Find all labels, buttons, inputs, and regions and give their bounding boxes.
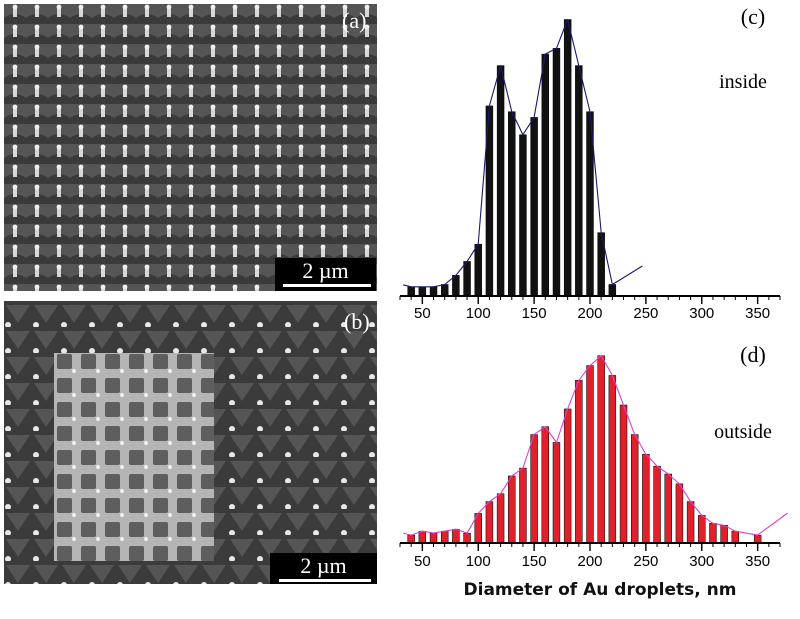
scale-bar-b: 2 µm <box>270 553 377 584</box>
bar-c <box>474 243 482 297</box>
tick-label-d: 250 <box>633 553 658 570</box>
bar-d <box>653 465 661 544</box>
bar-d <box>675 483 684 544</box>
bar-d <box>485 501 494 544</box>
x-axis-title: Diameter of Au droplets, nm <box>463 580 737 600</box>
bar-d <box>642 454 650 544</box>
bar-d <box>597 355 605 544</box>
panel-label-c: (c) <box>741 4 765 29</box>
bar-d <box>720 525 728 544</box>
tick-label-d: 200 <box>577 553 602 570</box>
bar-d <box>630 434 639 544</box>
bar-c <box>429 286 438 297</box>
patterned-region <box>54 353 214 561</box>
bar-d <box>753 534 762 544</box>
bar-d <box>508 475 516 544</box>
sem-texture-b <box>4 301 377 584</box>
tick-label-c: 350 <box>745 305 770 322</box>
bar-d <box>664 473 672 544</box>
bar-c <box>407 286 415 297</box>
bar-c <box>552 48 561 297</box>
tick-label-d: 350 <box>745 553 770 570</box>
bar-c <box>452 275 460 297</box>
tick-label-d: 150 <box>522 553 547 570</box>
bar-d <box>575 380 583 544</box>
panel-label-a: (a) <box>342 8 367 33</box>
bar-d <box>541 426 550 544</box>
sem-texture-a <box>4 4 377 291</box>
bar-d <box>608 375 617 544</box>
tick-label-d: 50 <box>414 553 431 570</box>
tick-label-c: 300 <box>689 305 714 322</box>
bar-d <box>519 467 527 544</box>
panel-label-b: (b) <box>344 309 370 334</box>
bar-d <box>418 530 427 544</box>
bar-c <box>541 53 550 297</box>
tick-label-d: 100 <box>466 553 491 570</box>
bar-d <box>698 515 706 544</box>
bar-c <box>563 19 572 297</box>
fit-curve-d <box>403 355 788 536</box>
bar-c <box>608 284 617 297</box>
annotation-c: inside <box>719 71 767 93</box>
bar-d <box>496 493 505 544</box>
bar-d <box>709 523 717 544</box>
bar-d <box>530 434 538 544</box>
bar-c <box>418 286 427 297</box>
bar-d <box>552 442 561 544</box>
panel-label-d: (d) <box>740 342 766 367</box>
tick-label-c: 200 <box>577 305 602 322</box>
sem-image-a: (a) 2 µm <box>4 4 377 291</box>
scale-line-a <box>283 284 371 287</box>
bar-c <box>496 65 505 297</box>
bar-d <box>463 532 471 544</box>
annotation-d: outside <box>714 421 772 443</box>
tick-label-c: 150 <box>522 305 547 322</box>
bar-d <box>407 534 415 544</box>
scale-label-b: 2 µm <box>300 553 347 578</box>
bar-d <box>563 408 572 544</box>
scale-label-a: 2 µm <box>302 258 349 283</box>
bar-d <box>686 501 695 544</box>
sem-image-b: (b) 2 µm <box>4 301 377 584</box>
bar-c <box>530 117 538 297</box>
scale-line-b <box>279 579 371 582</box>
tick-label-c: 250 <box>633 305 658 322</box>
bar-d <box>452 528 460 544</box>
bar-c <box>463 261 471 297</box>
bar-d <box>440 530 449 544</box>
bar-c <box>508 111 516 297</box>
histogram-charts: 50 100 150 200 250 300 350 (c) inside 50 100 150 200… <box>399 4 788 570</box>
bar-c <box>440 284 449 297</box>
tick-label-c: 50 <box>414 305 431 322</box>
tick-label-c: 100 <box>466 305 491 322</box>
bar-d <box>429 532 438 544</box>
fit-curve-c <box>403 18 643 288</box>
bar-d <box>731 530 740 544</box>
tick-label-d: 300 <box>689 553 714 570</box>
bar-d <box>586 365 594 544</box>
bar-d <box>619 404 628 544</box>
bar-c <box>519 134 527 297</box>
bar-c <box>575 65 583 297</box>
